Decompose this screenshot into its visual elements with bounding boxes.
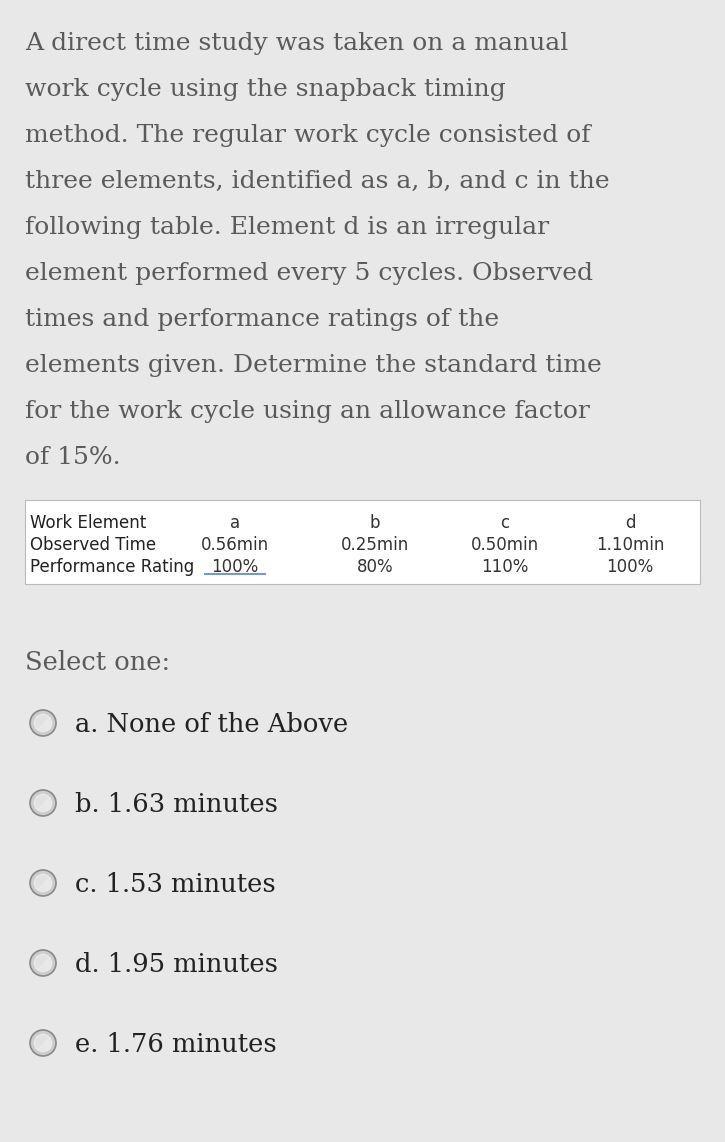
Wedge shape (36, 715, 49, 729)
Text: 80%: 80% (357, 558, 393, 576)
Text: b. 1.63 minutes: b. 1.63 minutes (75, 793, 278, 817)
Text: of 15%.: of 15%. (25, 447, 120, 469)
Circle shape (33, 714, 52, 732)
Text: e. 1.76 minutes: e. 1.76 minutes (75, 1032, 277, 1057)
Text: Observed Time: Observed Time (30, 536, 156, 554)
Circle shape (30, 790, 56, 817)
Circle shape (30, 950, 56, 976)
Circle shape (33, 1034, 52, 1053)
Wedge shape (36, 795, 49, 809)
Text: c. 1.53 minutes: c. 1.53 minutes (75, 872, 276, 896)
Text: three elements, identified as a, b, and c in the: three elements, identified as a, b, and … (25, 170, 610, 193)
Circle shape (33, 954, 52, 972)
Wedge shape (36, 875, 49, 888)
Text: d. 1.95 minutes: d. 1.95 minutes (75, 952, 278, 978)
Text: a: a (230, 514, 240, 532)
Text: elements given. Determine the standard time: elements given. Determine the standard t… (25, 354, 602, 377)
Text: element performed every 5 cycles. Observed: element performed every 5 cycles. Observ… (25, 262, 593, 286)
Text: 1.10min: 1.10min (596, 536, 664, 554)
Wedge shape (36, 1035, 49, 1048)
Text: d: d (625, 514, 635, 532)
Text: b: b (370, 514, 380, 532)
Text: Select one:: Select one: (25, 650, 170, 675)
Wedge shape (36, 955, 49, 968)
Text: work cycle using the snapback timing: work cycle using the snapback timing (25, 78, 506, 100)
Text: times and performance ratings of the: times and performance ratings of the (25, 308, 499, 331)
Text: a. None of the Above: a. None of the Above (75, 711, 348, 737)
Text: 100%: 100% (212, 558, 259, 576)
Text: method. The regular work cycle consisted of: method. The regular work cycle consisted… (25, 124, 590, 147)
Text: 0.56min: 0.56min (201, 536, 269, 554)
Text: following table. Element d is an irregular: following table. Element d is an irregul… (25, 216, 549, 239)
Text: 110%: 110% (481, 558, 529, 576)
Text: 0.25min: 0.25min (341, 536, 409, 554)
Text: Performance Rating: Performance Rating (30, 558, 194, 576)
Circle shape (33, 874, 52, 892)
Circle shape (33, 794, 52, 812)
Text: Work Element: Work Element (30, 514, 146, 532)
Circle shape (30, 870, 56, 896)
Text: c: c (500, 514, 510, 532)
Text: for the work cycle using an allowance factor: for the work cycle using an allowance fa… (25, 400, 590, 423)
FancyBboxPatch shape (25, 500, 700, 584)
Text: 0.50min: 0.50min (471, 536, 539, 554)
Circle shape (30, 710, 56, 735)
Text: A direct time study was taken on a manual: A direct time study was taken on a manua… (25, 32, 568, 55)
Text: 100%: 100% (606, 558, 654, 576)
Circle shape (30, 1030, 56, 1056)
